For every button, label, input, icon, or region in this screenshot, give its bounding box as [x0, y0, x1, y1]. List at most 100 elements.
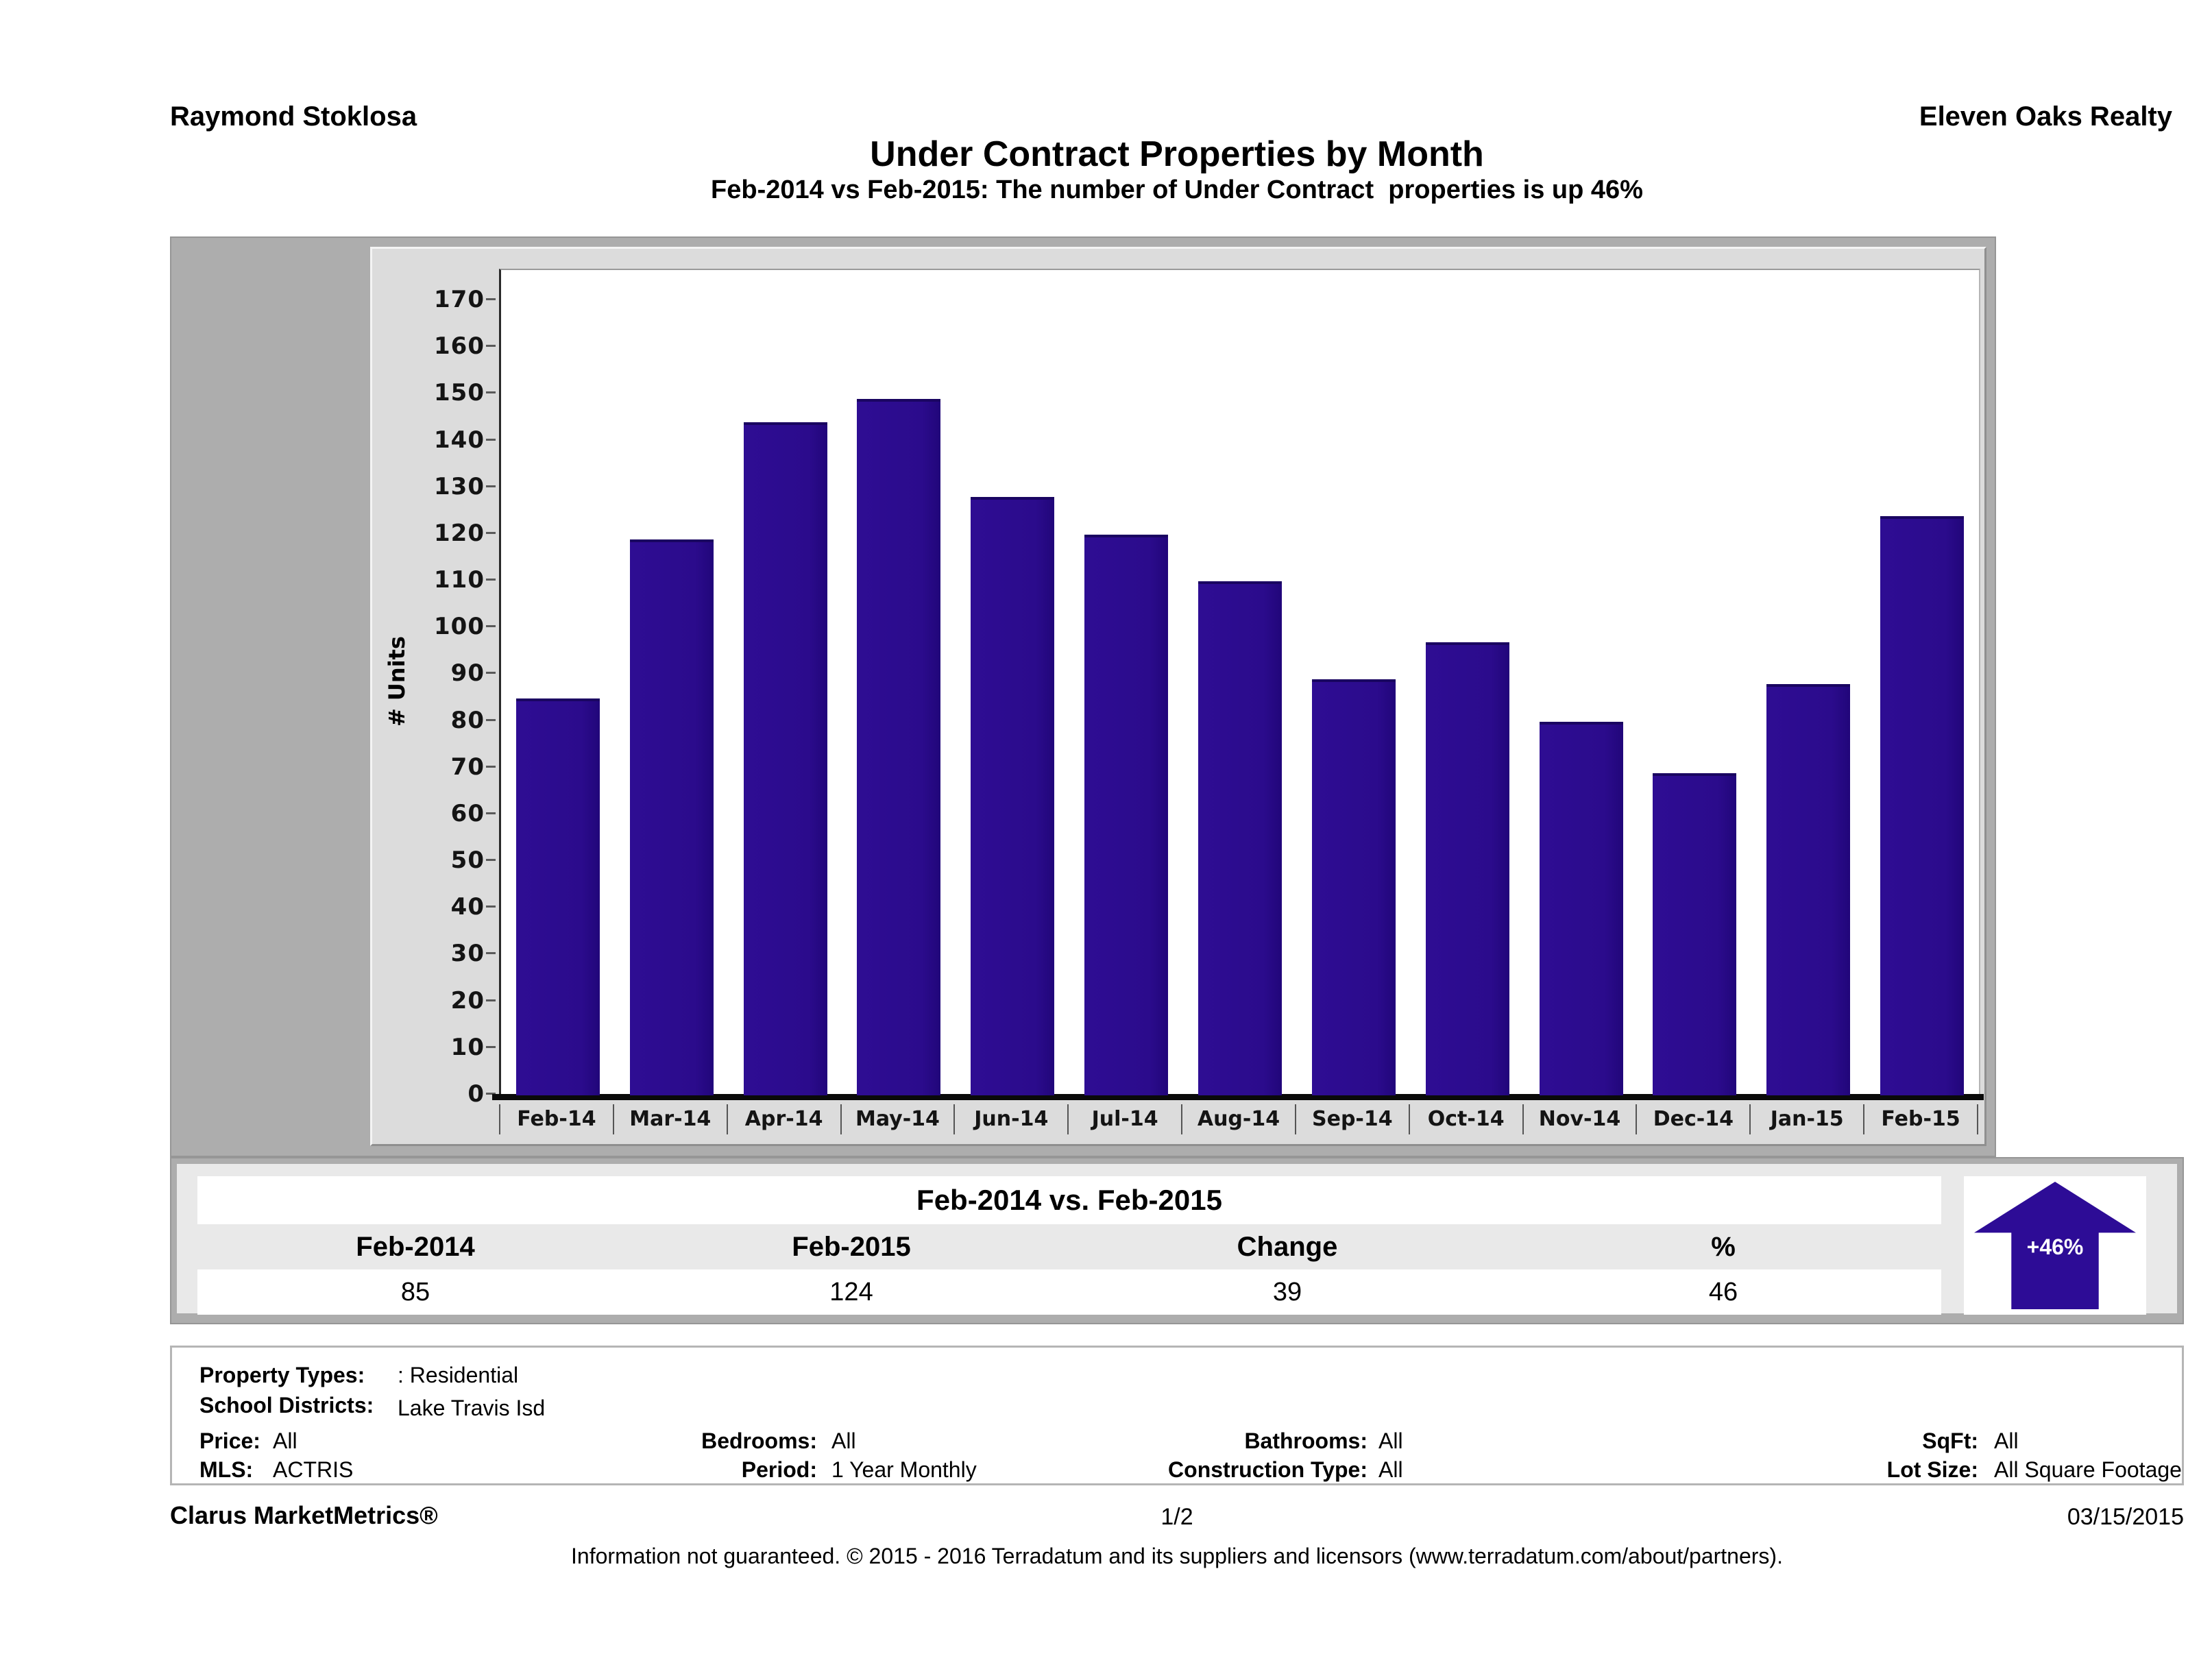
summary-table: Feb-2014 vs. Feb-2015 Feb-2014 Feb-2015 Ch… [197, 1176, 1941, 1315]
bedrooms-value: All [831, 1428, 856, 1453]
bar-May-14 [857, 399, 941, 1095]
summary-column-header: Change [1237, 1231, 1338, 1262]
brand-name: Clarus MarketMetrics® [170, 1501, 438, 1529]
y-tick-label: 160 [434, 332, 485, 361]
chart-panel: # Units 0 10 20 30 40 50 60 70 80 90 100 110 120 130 1… [370, 247, 1986, 1146]
summary-value: 124 [829, 1277, 873, 1306]
lot-size-value: All Square Footage [1994, 1457, 2182, 1482]
y-tick-mark [486, 999, 496, 1001]
bar-Dec-14 [1653, 773, 1737, 1095]
x-tick-label: Nov-14 [1524, 1104, 1638, 1134]
bar-Feb-15 [1880, 515, 1965, 1095]
y-tick-mark [486, 298, 496, 300]
period-value: 1 Year Monthly [831, 1457, 977, 1482]
bar-Apr-14 [743, 422, 827, 1095]
y-tick-label: 150 [434, 379, 485, 407]
bathrooms-label: Bathrooms: [1244, 1428, 1368, 1453]
y-tick-mark [486, 952, 496, 955]
construction-type-label: Construction Type: [1168, 1457, 1368, 1482]
summary-title: Feb-2014 vs. Feb-2015 [197, 1176, 1941, 1224]
title-block: Under Contract Properties by Month Feb-2… [170, 134, 2184, 206]
y-tick-label: 40 [450, 893, 485, 921]
y-tick-mark [486, 672, 496, 674]
y-axis-tickmarks [486, 269, 498, 1095]
x-tick-label: Jun-14 [955, 1104, 1069, 1134]
y-tick-label: 50 [450, 847, 485, 875]
page-subtitle: Feb-2014 vs Feb-2015: The number of Unde… [711, 175, 1643, 204]
bar-Mar-14 [629, 539, 714, 1095]
y-tick-mark [486, 345, 496, 348]
bar-Aug-14 [1198, 581, 1282, 1095]
summary-value: 39 [1272, 1277, 1302, 1306]
x-tick-label: Sep-14 [1296, 1104, 1410, 1134]
bar-Jan-15 [1766, 684, 1851, 1095]
y-tick-mark [486, 625, 496, 628]
y-tick-label: 70 [450, 753, 485, 781]
mls-value: ACTRIS [273, 1457, 354, 1482]
x-axis-line [492, 1094, 1984, 1100]
bar-Sep-14 [1311, 679, 1396, 1095]
y-tick-label: 60 [450, 799, 485, 827]
property-types-label: Property Types: [199, 1363, 365, 1387]
x-tick-label: Feb-15 [1864, 1104, 1978, 1134]
y-tick-label: 20 [450, 986, 485, 1014]
sqft-label: SqFt: [1922, 1428, 1978, 1453]
summary-panel: Feb-2014 vs. Feb-2015 Feb-2014 Feb-2015 Ch… [177, 1164, 2177, 1315]
y-tick-mark [486, 905, 496, 908]
y-tick-mark [486, 579, 496, 581]
y-tick-label: 80 [450, 706, 485, 734]
x-tick-label: May-14 [842, 1104, 956, 1134]
x-tick-label: Apr-14 [728, 1104, 842, 1134]
property-types-value: : Residential [398, 1363, 519, 1387]
y-tick-mark [486, 718, 496, 721]
bedrooms-label: Bedrooms: [701, 1428, 817, 1453]
school-districts-value: Lake Travis Isd [398, 1396, 546, 1420]
bar-Oct-14 [1425, 642, 1509, 1095]
bathrooms-value: All [1378, 1428, 1403, 1453]
y-tick-label: 130 [434, 472, 485, 500]
summary-value: 46 [1708, 1277, 1738, 1306]
bar-Feb-14 [515, 698, 600, 1095]
disclaimer-text: Information not guaranteed. © 2015 - 201… [571, 1544, 1783, 1568]
lot-size-label: Lot Size: [1886, 1457, 1978, 1482]
y-axis-ticks: 0 10 20 30 40 50 60 70 80 90 100 110 120 130 140 150 160… [372, 269, 493, 1108]
bar-Jun-14 [971, 497, 1055, 1095]
y-tick-label: 0 [467, 1080, 485, 1108]
change-badge: +46% [1964, 1176, 2146, 1315]
summary-value: 85 [400, 1277, 430, 1306]
bar-Nov-14 [1539, 721, 1623, 1095]
summary-column-header: Feb-2015 [792, 1231, 911, 1262]
criteria-box: Property Types: : Residential School Dis… [170, 1346, 2184, 1485]
y-tick-label: 110 [434, 566, 485, 594]
construction-type-value: All [1378, 1457, 1403, 1482]
x-tick-label: Mar-14 [614, 1104, 728, 1134]
y-tick-label: 90 [450, 659, 485, 688]
period-label: Period: [741, 1457, 817, 1482]
x-tick-label: Aug-14 [1182, 1104, 1296, 1134]
page-number: 1/2 [1160, 1504, 1193, 1530]
y-tick-label: 170 [434, 286, 485, 313]
x-axis-labels: Feb-14 Mar-14 Apr-14 May-14 Jun-14 Jul-14 Aug-… [499, 1104, 1978, 1134]
y-tick-mark [486, 765, 496, 768]
x-tick-label: Jan-15 [1751, 1104, 1865, 1134]
y-tick-label: 140 [434, 426, 485, 454]
plot-area [499, 269, 1980, 1095]
x-tick-label: Feb-14 [500, 1104, 614, 1134]
x-tick-label: Dec-14 [1637, 1104, 1751, 1134]
x-tick-label: Jul-14 [1069, 1104, 1183, 1134]
price-value: All [273, 1428, 297, 1453]
change-badge-label: +46% [2026, 1234, 2084, 1259]
y-tick-mark [486, 1045, 496, 1048]
mls-label: MLS: [199, 1457, 254, 1482]
x-tick-label: Oct-14 [1410, 1104, 1524, 1134]
y-tick-mark [486, 531, 496, 534]
price-label: Price: [199, 1428, 260, 1453]
y-tick-label: 30 [450, 940, 485, 968]
y-tick-label: 10 [450, 1033, 485, 1061]
sqft-value: All [1994, 1428, 2019, 1453]
report-date: 03/15/2015 [2067, 1504, 2184, 1530]
y-tick-mark [486, 438, 496, 441]
chart-container: # Units 0 10 20 30 40 50 60 70 80 90 100 110 120 130 1… [170, 236, 1996, 1157]
summary-section: Feb-2014 vs. Feb-2015 Feb-2014 Feb-2015 Ch… [170, 1157, 2184, 1324]
